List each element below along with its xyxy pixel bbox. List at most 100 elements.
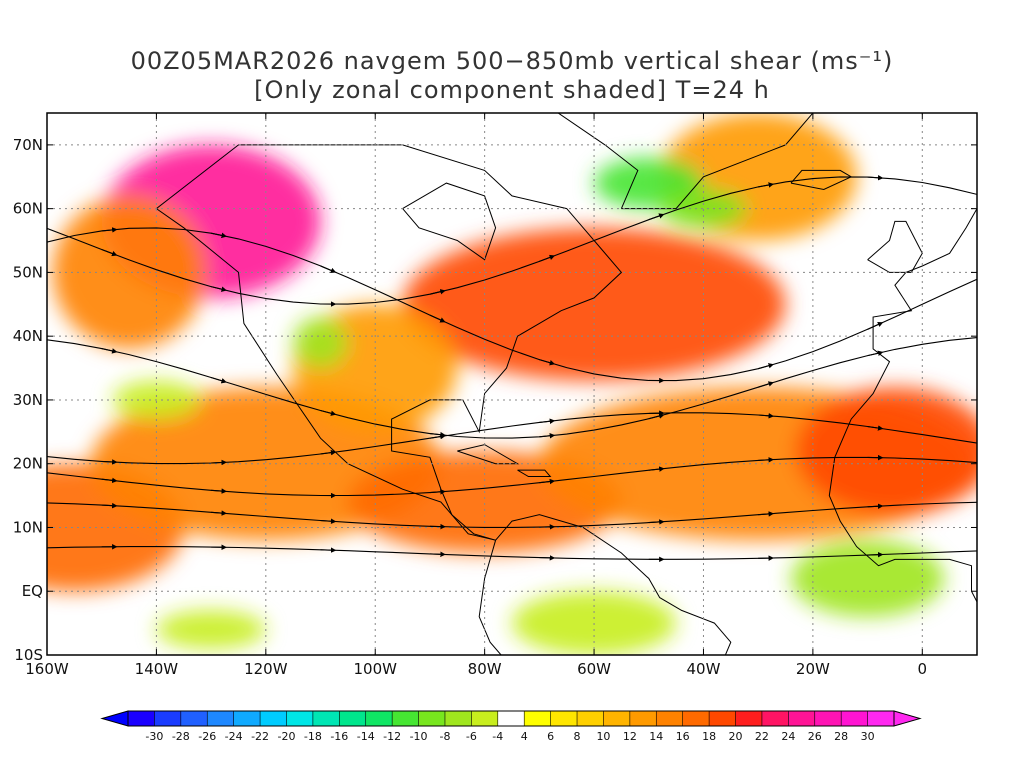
colorbar-over-arrow [893, 710, 922, 727]
colorbar-label: 16 [676, 730, 690, 743]
colorbar-label: 20 [729, 730, 743, 743]
lat-tick-label: 20N [13, 455, 43, 473]
lat-tick-label: 10S [14, 646, 43, 664]
colorbar-swatch [128, 711, 155, 726]
colorbar-label: -10 [410, 730, 428, 743]
latitude-axis: 10S EQ 10N 20N 30N 40N 50N 60N 70N [13, 136, 977, 664]
colorbar-swatch [682, 711, 710, 726]
colorbar-label: -26 [198, 730, 216, 743]
coastlines [155, 113, 977, 655]
colorbar-label: 22 [755, 730, 769, 743]
colorbar-swatch [550, 711, 578, 726]
shear-region [156, 610, 266, 649]
colorbar-label: 8 [574, 730, 581, 743]
streamline [47, 546, 977, 560]
lat-lon-grid [47, 113, 977, 655]
colorbar-swatch [497, 711, 525, 726]
colorbar-label: 24 [781, 730, 795, 743]
streamline [47, 337, 977, 439]
colorbar-swatch [788, 711, 816, 726]
colorbar-label: 30 [861, 730, 875, 743]
colorbar-swatch [867, 711, 895, 726]
figure-title: 00Z05MAR2026 navgem 500−850mb vertical s… [130, 47, 894, 75]
colorbar-label: -18 [304, 730, 322, 743]
colorbar-under-arrow [100, 710, 129, 727]
colorbar-label: 14 [649, 730, 663, 743]
colorbar-label: 28 [834, 730, 848, 743]
colorbar-swatch [286, 711, 314, 726]
shear-shading [47, 113, 977, 655]
colorbar-label: -22 [251, 730, 269, 743]
colorbar-swatch [339, 711, 367, 726]
lon-tick-label: 140W [135, 660, 179, 678]
wind-streamlines [47, 175, 977, 563]
colorbar-swatch [312, 711, 340, 726]
lon-tick-label: 100W [354, 660, 398, 678]
colorbar-label: -14 [357, 730, 375, 743]
colorbar-swatch [233, 711, 261, 726]
colorbar-swatch [629, 711, 657, 726]
lat-tick-label: 30N [13, 391, 43, 409]
lat-tick-label: 40N [13, 327, 43, 345]
colorbar-label: 12 [623, 730, 637, 743]
shear-region [52, 195, 206, 349]
colorbar-swatch [735, 711, 763, 726]
colorbar-label: -30 [145, 730, 163, 743]
colorbar-label: -8 [439, 730, 450, 743]
colorbar-label: -28 [172, 730, 190, 743]
lon-tick-label: 0 [918, 660, 928, 678]
lat-tick-label: 10N [13, 518, 43, 536]
colorbar-swatch [709, 711, 737, 726]
colorbar: -30 -28 -26 -24 -22 -20 -18 -16 -14 -12 -10 -8 -6 -4 4… [100, 710, 922, 743]
longitude-axis: 160W 140W 120W 100W 80W 60W 40W 20W 0 [25, 113, 927, 678]
lat-tick-label: 70N [13, 136, 43, 154]
colorbar-label: 26 [808, 730, 822, 743]
colorbar-swatch [365, 711, 393, 726]
colorbar-label: 18 [702, 730, 716, 743]
colorbar-label: -12 [383, 730, 401, 743]
shear-region [293, 317, 348, 369]
lon-tick-label: 120W [244, 660, 288, 678]
lat-tick-label: 50N [13, 263, 43, 281]
colorbar-swatch [260, 711, 287, 726]
lon-tick-label: 160W [25, 660, 69, 678]
colorbar-label: 6 [547, 730, 554, 743]
streamline [47, 456, 977, 497]
colorbar-swatch [471, 711, 499, 726]
lon-tick-label: 80W [468, 660, 502, 678]
colorbar-label: -6 [466, 730, 477, 743]
colorbar-label: -4 [492, 730, 503, 743]
colorbar-swatch [392, 711, 420, 726]
colorbar-swatch [603, 711, 631, 726]
lon-tick-label: 60W [577, 660, 611, 678]
colorbar-label: 4 [521, 730, 528, 743]
colorbar-swatch [814, 711, 842, 726]
colorbar-swatch [207, 711, 235, 726]
colorbar-swatch [656, 711, 684, 726]
colorbar-swatch [444, 711, 472, 726]
colorbar-swatch [841, 711, 869, 726]
streamline [47, 412, 977, 465]
shear-region [402, 227, 786, 381]
colorbar-label: -16 [330, 730, 348, 743]
colorbar-swatch [418, 711, 446, 726]
streamline [47, 501, 977, 528]
plot-frame [46, 112, 978, 656]
shear-region [791, 540, 945, 617]
streamline [47, 227, 977, 382]
colorbar-swatch [524, 711, 552, 726]
shear-region [796, 387, 977, 515]
colorbar-label: 10 [596, 730, 610, 743]
lat-tick-label: EQ [22, 582, 43, 600]
colorbar-swatch [154, 711, 182, 726]
colorbar-swatch [577, 711, 604, 726]
lon-tick-label: 40W [687, 660, 721, 678]
shear-region [659, 189, 748, 228]
colorbar-swatch [761, 711, 789, 726]
colorbar-swatch [180, 711, 208, 726]
lat-tick-label: 60N [13, 200, 43, 218]
colorbar-label: -24 [225, 730, 243, 743]
figure-subtitle: [Only zonal component shaded] T=24 h [254, 76, 770, 104]
